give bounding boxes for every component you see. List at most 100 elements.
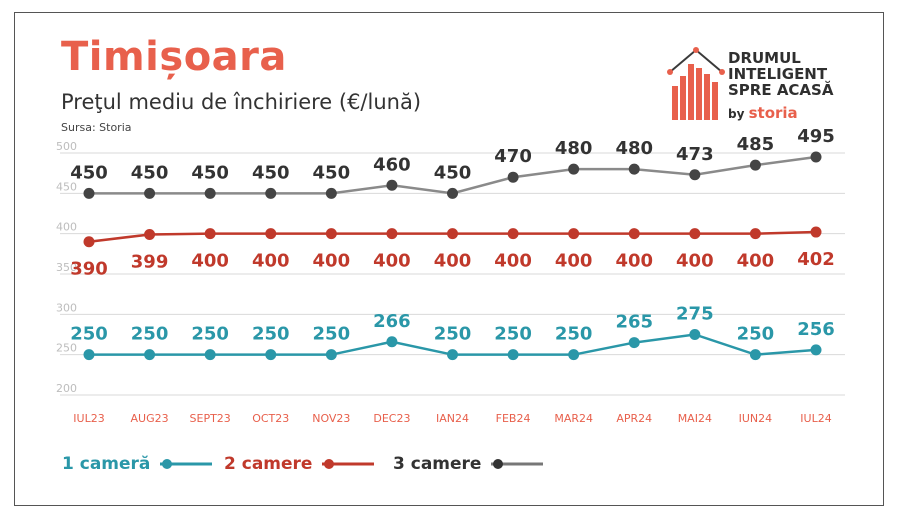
data-label: 256 — [797, 319, 835, 340]
logo-wordmark: DRUMUL INTELIGENT SPRE ACASĂ — [728, 49, 834, 99]
chart-subtitle: Preţul mediu de închiriere (€/lună) — [61, 90, 422, 114]
data-point — [689, 169, 701, 181]
data-point — [568, 163, 580, 175]
data-point — [144, 349, 156, 361]
data-label: 400 — [615, 251, 653, 272]
data-label: 266 — [373, 311, 411, 332]
data-label: 399 — [131, 251, 169, 272]
data-point — [83, 349, 95, 361]
chart-frame — [14, 12, 884, 506]
data-label: 390 — [70, 259, 108, 280]
y-tick-label: 500 — [56, 140, 77, 153]
y-tick-label: 200 — [56, 382, 77, 395]
data-point — [568, 349, 580, 361]
legend-swatch — [322, 459, 375, 469]
data-label: 495 — [797, 126, 835, 147]
data-point — [144, 187, 156, 199]
logo-byline: by storia — [728, 104, 798, 122]
data-point — [325, 228, 337, 240]
data-point — [386, 336, 398, 348]
data-label: 400 — [555, 251, 593, 272]
data-point — [447, 349, 458, 361]
data-label: 450 — [131, 162, 169, 183]
data-point — [265, 349, 277, 361]
x-tick-label: MAR24 — [554, 412, 593, 425]
data-point — [810, 151, 822, 163]
data-point — [507, 349, 519, 361]
data-point — [447, 228, 458, 240]
legend-swatch — [491, 459, 544, 469]
data-point — [325, 187, 337, 199]
data-point — [507, 171, 519, 183]
x-tick-label: APR24 — [616, 412, 652, 425]
legend-item-3-camere: 3 camere — [393, 452, 545, 476]
x-tick-label: IUN24 — [739, 412, 773, 425]
data-point — [749, 228, 761, 240]
data-point — [568, 228, 580, 240]
x-tick-label: IUL24 — [800, 412, 831, 425]
data-label: 485 — [737, 134, 775, 155]
data-label: 480 — [615, 138, 653, 159]
x-tick-label: DEC23 — [373, 412, 410, 425]
data-point — [204, 187, 216, 199]
data-label: 450 — [434, 162, 472, 183]
data-label: 400 — [373, 251, 411, 272]
data-label: 400 — [191, 251, 229, 272]
data-label: 400 — [434, 251, 472, 272]
x-tick-label: IAN24 — [436, 412, 469, 425]
data-point — [749, 349, 761, 361]
data-point — [83, 187, 95, 199]
x-tick-label: NOV23 — [312, 412, 350, 425]
data-label: 400 — [494, 251, 532, 272]
data-label: 480 — [555, 138, 593, 159]
y-tick-label: 250 — [56, 342, 77, 355]
data-label: 250 — [191, 324, 229, 345]
data-label: 250 — [70, 324, 108, 345]
data-point — [749, 159, 761, 171]
x-tick-label: AUG23 — [131, 412, 169, 425]
y-tick-label: 400 — [56, 221, 77, 234]
legend-item-2-camere: 2 camere — [224, 452, 376, 476]
data-point — [83, 236, 95, 248]
legend-item-1-camera: 1 cameră — [62, 452, 214, 476]
data-label: 250 — [313, 324, 351, 345]
data-label: 450 — [252, 162, 290, 183]
data-label: 250 — [555, 324, 593, 345]
data-label: 450 — [191, 162, 229, 183]
data-point — [265, 187, 277, 199]
data-point — [447, 187, 458, 199]
chart-title: Timișoara — [61, 34, 287, 80]
legend-swatch — [160, 459, 213, 469]
data-label: 470 — [494, 146, 532, 167]
data-label: 275 — [676, 304, 714, 325]
data-point — [386, 179, 398, 191]
data-point — [628, 337, 640, 349]
x-tick-label: SEPT23 — [190, 412, 231, 425]
data-point — [689, 329, 701, 340]
data-point — [628, 228, 640, 240]
data-point — [810, 226, 822, 238]
data-point — [265, 228, 277, 240]
data-point — [144, 228, 156, 240]
y-tick-label: 300 — [56, 301, 77, 314]
data-label: 473 — [676, 144, 714, 165]
data-label: 400 — [737, 251, 775, 272]
x-tick-label: IUL23 — [73, 412, 104, 425]
data-label: 450 — [70, 162, 108, 183]
data-label: 250 — [737, 324, 775, 345]
y-tick-label: 450 — [56, 180, 77, 193]
data-label: 250 — [494, 324, 532, 345]
data-point — [810, 344, 822, 356]
x-tick-label: FEB24 — [496, 412, 531, 425]
data-point — [325, 349, 337, 361]
data-point — [628, 163, 640, 175]
data-point — [689, 228, 701, 240]
data-label: 400 — [676, 251, 714, 272]
source-note: Sursa: Storia — [61, 121, 132, 134]
data-point — [204, 349, 216, 361]
data-label: 400 — [252, 251, 290, 272]
data-label: 250 — [434, 324, 472, 345]
data-point — [204, 228, 216, 240]
data-label: 450 — [313, 162, 351, 183]
data-label: 460 — [373, 154, 411, 175]
